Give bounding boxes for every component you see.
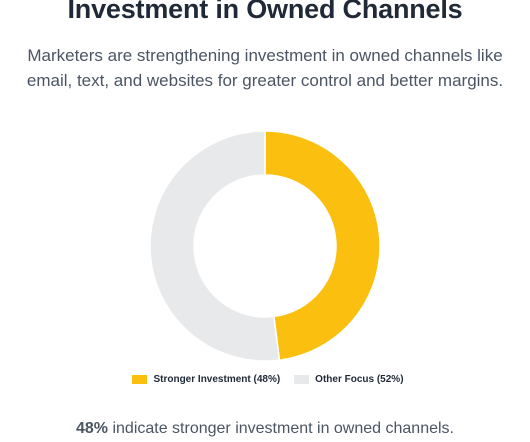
legend-label: Stronger Investment (48%): [153, 374, 281, 385]
footnote-text: indicate stronger investment in owned ch…: [108, 420, 454, 437]
donut-slices: [149, 130, 381, 362]
footnote-highlight: 48%: [75, 420, 109, 437]
footnote: 48% indicate stronger investment in owne…: [0, 420, 530, 438]
legend-label: Other Focus (52%): [315, 374, 404, 385]
chart-legend: Stronger Investment (48%) Other Focus (5…: [0, 374, 530, 385]
donut-chart: [149, 130, 381, 362]
legend-item-stronger-investment[interactable]: Stronger Investment (48%): [132, 374, 280, 385]
legend-swatch: [294, 375, 310, 384]
legend-item-other-focus[interactable]: Other Focus (52%): [294, 374, 404, 385]
legend-swatch: [132, 375, 148, 384]
donut-slice-0[interactable]: [264, 130, 381, 361]
donut-slice-1[interactable]: [149, 130, 281, 362]
chart-subtitle: Marketers are strengthening investment i…: [26, 46, 504, 90]
chart-title: Investment in Owned Channels: [67, 0, 463, 24]
